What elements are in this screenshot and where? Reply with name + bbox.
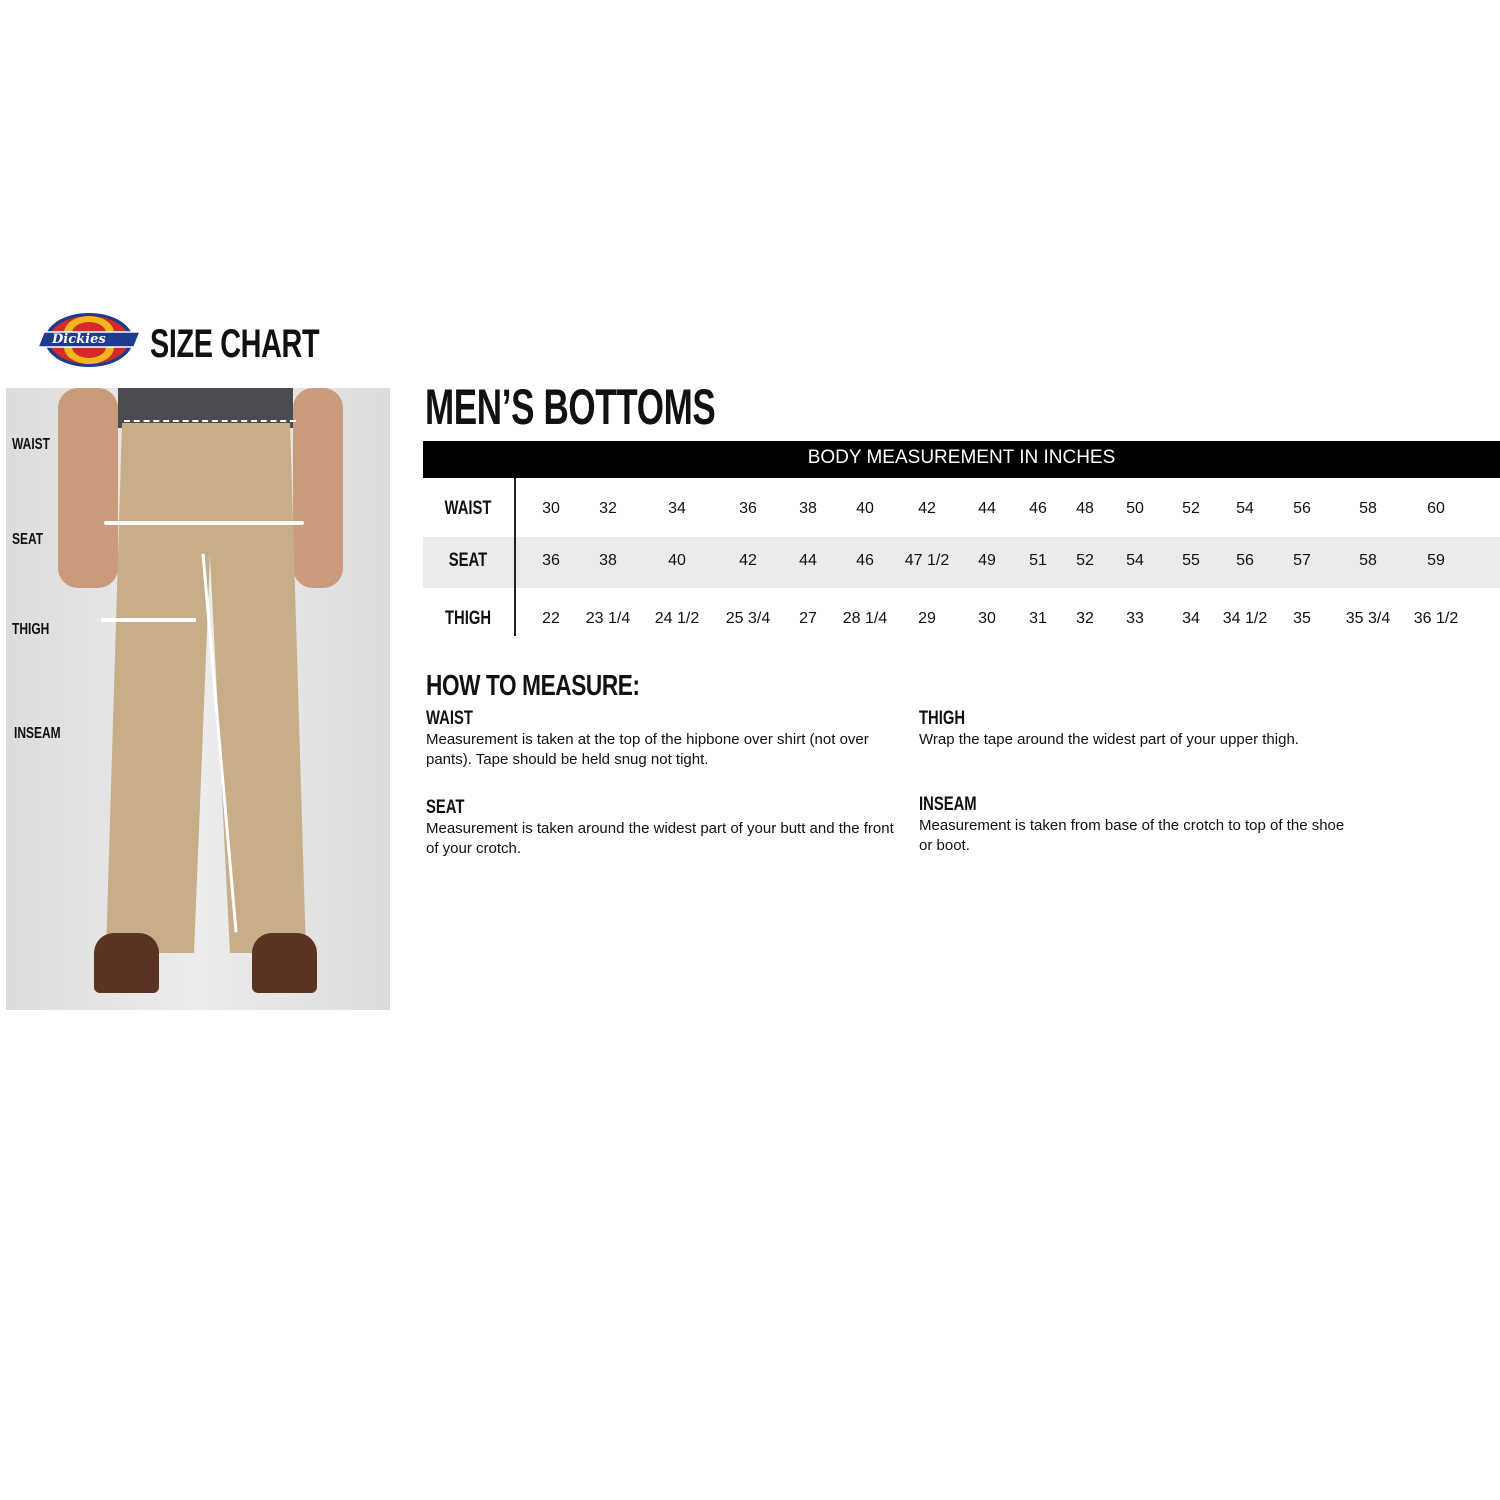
dickies-logo: Dickies xyxy=(36,311,142,369)
size-chart-title: SIZE CHART xyxy=(150,322,320,366)
photo-label-waist: WAIST xyxy=(12,436,51,453)
table-cell: 44 xyxy=(799,552,817,569)
table-cell: 34 xyxy=(668,500,686,517)
how-to-text: Measurement is taken at the top of the h… xyxy=(426,731,869,768)
table-cell: 36 xyxy=(739,500,757,517)
table-cell: 40 xyxy=(856,500,874,517)
how-to-title: HOW TO MEASURE: xyxy=(426,670,640,702)
table-cell: 33 xyxy=(1126,610,1144,627)
table-cell: 46 xyxy=(856,552,874,569)
how-to-heading: WAIST xyxy=(426,708,473,729)
table-cell: 51 xyxy=(1029,552,1047,569)
table-cell: 44 xyxy=(978,500,996,517)
table-cell: 34 1/2 xyxy=(1222,610,1268,627)
table-cell: 28 1/4 xyxy=(842,610,888,627)
table-cell: 36 xyxy=(542,552,560,569)
table-cell: 24 1/2 xyxy=(654,610,700,627)
photo-label-inseam: INSEAM xyxy=(14,725,61,742)
table-cell: 52 xyxy=(1182,500,1200,517)
table-cell: 27 xyxy=(799,610,817,627)
table-cell: 25 3/4 xyxy=(725,610,771,627)
table-cell: 46 xyxy=(1029,500,1047,517)
table-cell: 59 xyxy=(1427,552,1445,569)
table-cell: 38 xyxy=(599,552,617,569)
table-cell: 31 xyxy=(1029,610,1047,627)
table-cell: 32 xyxy=(1076,610,1094,627)
photo-label-seat: SEAT xyxy=(12,531,44,548)
table-cell: 29 xyxy=(918,610,936,627)
table-cell: 30 xyxy=(542,500,560,517)
table-cell: 42 xyxy=(918,500,936,517)
how-to-text: Wrap the tape around the widest part of … xyxy=(919,731,1299,748)
row-label-seat: SEAT xyxy=(448,550,488,571)
table-cell: 34 xyxy=(1182,610,1200,627)
table-cell: 42 xyxy=(739,552,757,569)
how-to-heading: THIGH xyxy=(919,708,966,729)
table-cell: 36 1/2 xyxy=(1413,610,1459,627)
table-cell: 54 xyxy=(1126,552,1144,569)
row-label-thigh: THIGH xyxy=(444,608,492,629)
table-cell: 38 xyxy=(799,500,817,517)
table-cell: 50 xyxy=(1126,500,1144,517)
logo-text: Dickies xyxy=(52,332,106,347)
table-cell: 48 xyxy=(1076,500,1094,517)
table-cell: 35 xyxy=(1293,610,1311,627)
table-cell: 58 xyxy=(1359,500,1377,517)
how-to-heading: INSEAM xyxy=(919,794,977,815)
seat-row-band xyxy=(423,537,1500,588)
table-cell: 54 xyxy=(1236,500,1254,517)
table-cell: 35 3/4 xyxy=(1345,610,1391,627)
table-cell: 56 xyxy=(1236,552,1254,569)
row-label-waist: WAIST xyxy=(444,498,492,519)
table-header: BODY MEASUREMENT IN INCHES xyxy=(423,441,1500,478)
table-cell: 57 xyxy=(1293,552,1311,569)
table-divider xyxy=(514,478,516,636)
section-title: MEN’S BOTTOMS xyxy=(425,379,716,435)
table-cell: 56 xyxy=(1293,500,1311,517)
table-cell: 49 xyxy=(978,552,996,569)
table-cell: 55 xyxy=(1182,552,1200,569)
table-cell: 58 xyxy=(1359,552,1377,569)
how-to-text: Measurement is taken around the widest p… xyxy=(426,820,894,857)
table-cell: 22 xyxy=(542,610,560,627)
photo-label-thigh: THIGH xyxy=(12,621,50,638)
table-cell: 47 1/2 xyxy=(904,552,950,569)
how-to-heading: SEAT xyxy=(426,797,465,818)
table-cell: 52 xyxy=(1076,552,1094,569)
how-to-text: Measurement is taken from base of the cr… xyxy=(919,817,1345,854)
model-photo: WAIST SEAT THIGH INSEAM xyxy=(6,388,390,1010)
table-cell: 32 xyxy=(599,500,617,517)
table-cell: 60 xyxy=(1427,500,1445,517)
table-cell: 30 xyxy=(978,610,996,627)
table-cell: 23 1/4 xyxy=(585,610,631,627)
table-cell: 40 xyxy=(668,552,686,569)
